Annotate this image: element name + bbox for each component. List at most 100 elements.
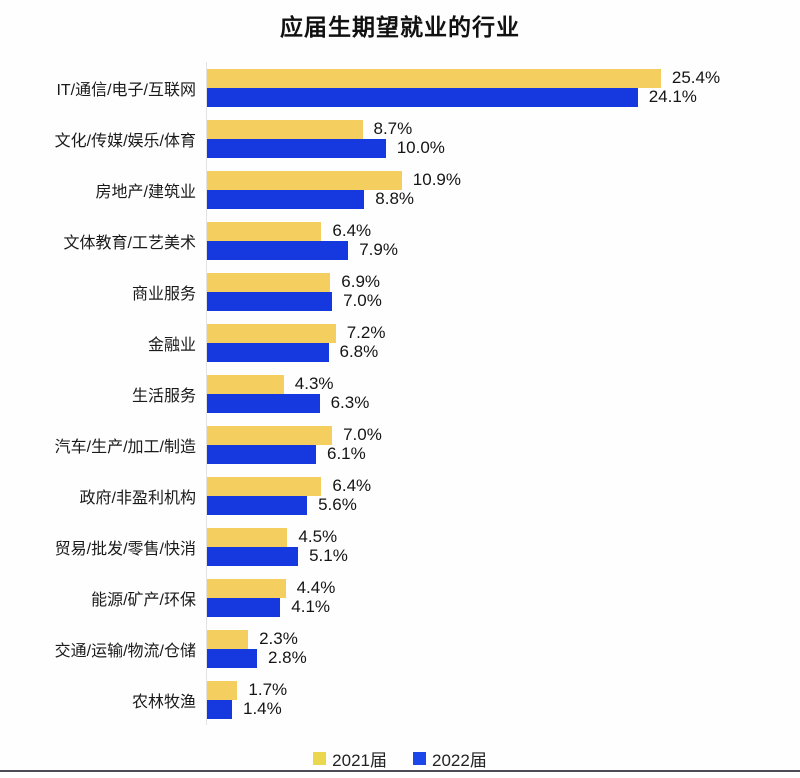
bar-series-0	[207, 425, 333, 445]
bar-line-series-1: 24.1%	[207, 87, 720, 107]
legend-item-2022: 2022届	[413, 746, 487, 771]
bar-series-0	[207, 476, 322, 496]
chart-row: 房地产/建筑业 10.9% 8.8%	[0, 164, 800, 215]
bar-series-0	[207, 578, 286, 598]
bar-series-1	[207, 189, 365, 209]
category-label: 汽车/生产/加工/制造	[54, 438, 196, 456]
bar-series-1	[207, 138, 386, 158]
bar-line-series-0: 10.9%	[207, 170, 461, 190]
bar-series-1	[207, 444, 316, 464]
value-label: 7.2%	[346, 323, 386, 342]
bar-series-0	[207, 170, 402, 190]
value-label: 5.1%	[309, 546, 348, 565]
bar-group: 4.4% 4.1%	[207, 578, 336, 617]
bar-series-1	[207, 597, 281, 617]
legend-swatch-2022-icon	[413, 752, 426, 765]
bar-series-1	[207, 291, 333, 311]
bar-line-series-0: 4.3%	[207, 374, 369, 394]
value-label: 6.4%	[332, 221, 372, 240]
value-label: 25.4%	[671, 68, 721, 87]
chart-row: 汽车/生产/加工/制造 7.0% 6.1%	[0, 419, 800, 470]
bar-line-series-1: 8.8%	[207, 189, 461, 209]
bar-line-series-0: 8.7%	[207, 119, 445, 139]
bar-line-series-0: 6.9%	[207, 272, 382, 292]
bar-line-series-0: 4.4%	[207, 578, 336, 598]
bar-series-1	[207, 342, 329, 362]
legend-label-2022: 2022届	[432, 751, 487, 770]
bar-line-series-0: 25.4%	[207, 68, 721, 88]
value-label: 1.4%	[243, 699, 282, 718]
chart-row: 商业服务 6.9% 7.0%	[0, 266, 800, 317]
bar-group: 1.7% 1.4%	[207, 680, 288, 719]
value-label: 1.7%	[248, 680, 288, 699]
category-label: 文化/传媒/娱乐/体育	[54, 132, 196, 150]
bar-series-0	[207, 323, 336, 343]
bar-line-series-1: 10.0%	[207, 138, 445, 158]
bar-line-series-1: 6.1%	[207, 444, 382, 464]
legend-item-2021: 2021届	[313, 746, 387, 771]
chart-row: IT/通信/电子/互联网 25.4% 24.1%	[0, 62, 800, 113]
value-label: 4.5%	[298, 527, 338, 546]
category-label: 交通/运输/物流/仓储	[54, 642, 196, 660]
chart-row: 文化/传媒/娱乐/体育 8.7% 10.0%	[0, 113, 800, 164]
bar-series-0	[207, 374, 284, 394]
category-label: 房地产/建筑业	[95, 183, 196, 201]
chart-row: 生活服务 4.3% 6.3%	[0, 368, 800, 419]
bar-group: 6.4% 7.9%	[207, 221, 398, 260]
bar-line-series-1: 2.8%	[207, 648, 307, 668]
bar-group: 6.9% 7.0%	[207, 272, 382, 311]
bar-group: 8.7% 10.0%	[207, 119, 445, 158]
bar-line-series-0: 6.4%	[207, 221, 398, 241]
bar-series-1	[207, 699, 232, 719]
bar-group: 6.4% 5.6%	[207, 476, 371, 515]
bar-line-series-1: 6.3%	[207, 393, 369, 413]
value-label: 7.0%	[343, 291, 382, 310]
bar-line-series-0: 2.3%	[207, 629, 307, 649]
bar-series-1	[207, 87, 638, 107]
bar-line-series-1: 1.4%	[207, 699, 287, 719]
bar-series-1	[207, 648, 257, 668]
bar-series-0	[207, 680, 238, 700]
bar-series-0	[207, 527, 288, 547]
legend-label-2021: 2021届	[332, 751, 387, 770]
bar-line-series-1: 7.9%	[207, 240, 398, 260]
bar-series-1	[207, 393, 320, 413]
chart-title: 应届生期望就业的行业	[280, 14, 520, 40]
bar-group: 4.5% 5.1%	[207, 527, 348, 566]
bar-series-0	[207, 272, 331, 292]
chart-row: 能源/矿产/环保 4.4% 4.1%	[0, 572, 800, 623]
bar-series-0	[207, 629, 249, 649]
plot-area: IT/通信/电子/互联网 25.4% 24.1% 文化/传媒/娱乐/体育 8.7% 10.…	[0, 62, 800, 725]
value-label: 2.3%	[259, 629, 298, 648]
chart-row: 贸易/批发/零售/快消 4.5% 5.1%	[0, 521, 800, 572]
value-label: 6.1%	[327, 444, 366, 463]
category-label: 政府/非盈利机构	[79, 489, 196, 507]
value-label: 8.8%	[375, 189, 415, 208]
bar-series-1	[207, 495, 308, 515]
bar-series-1	[207, 546, 299, 566]
bar-line-series-0: 7.0%	[207, 425, 382, 445]
bar-group: 2.3% 2.8%	[207, 629, 307, 668]
bottom-divider	[0, 770, 800, 772]
value-label: 4.3%	[294, 374, 334, 393]
legend-swatch-2021-icon	[313, 752, 327, 765]
bar-line-series-0: 1.7%	[207, 680, 288, 700]
category-label: 金融业	[147, 336, 196, 354]
y-axis-line	[206, 62, 207, 725]
chart-row: 金融业 7.2% 6.8%	[0, 317, 800, 368]
value-label: 4.4%	[296, 578, 336, 597]
bar-group: 25.4% 24.1%	[207, 68, 721, 107]
value-label: 7.9%	[359, 240, 398, 259]
value-label: 10.0%	[396, 138, 445, 157]
value-label: 6.8%	[339, 342, 379, 361]
category-label: IT/通信/电子/互联网	[56, 81, 196, 99]
bar-series-1	[207, 240, 349, 260]
category-label: 文体教育/工艺美术	[63, 234, 196, 252]
value-label: 7.0%	[343, 425, 382, 444]
category-label: 能源/矿产/环保	[91, 591, 196, 609]
value-label: 4.1%	[291, 597, 331, 616]
bar-line-series-1: 7.0%	[207, 291, 382, 311]
value-label: 10.9%	[412, 170, 461, 189]
bar-series-0	[207, 119, 363, 139]
